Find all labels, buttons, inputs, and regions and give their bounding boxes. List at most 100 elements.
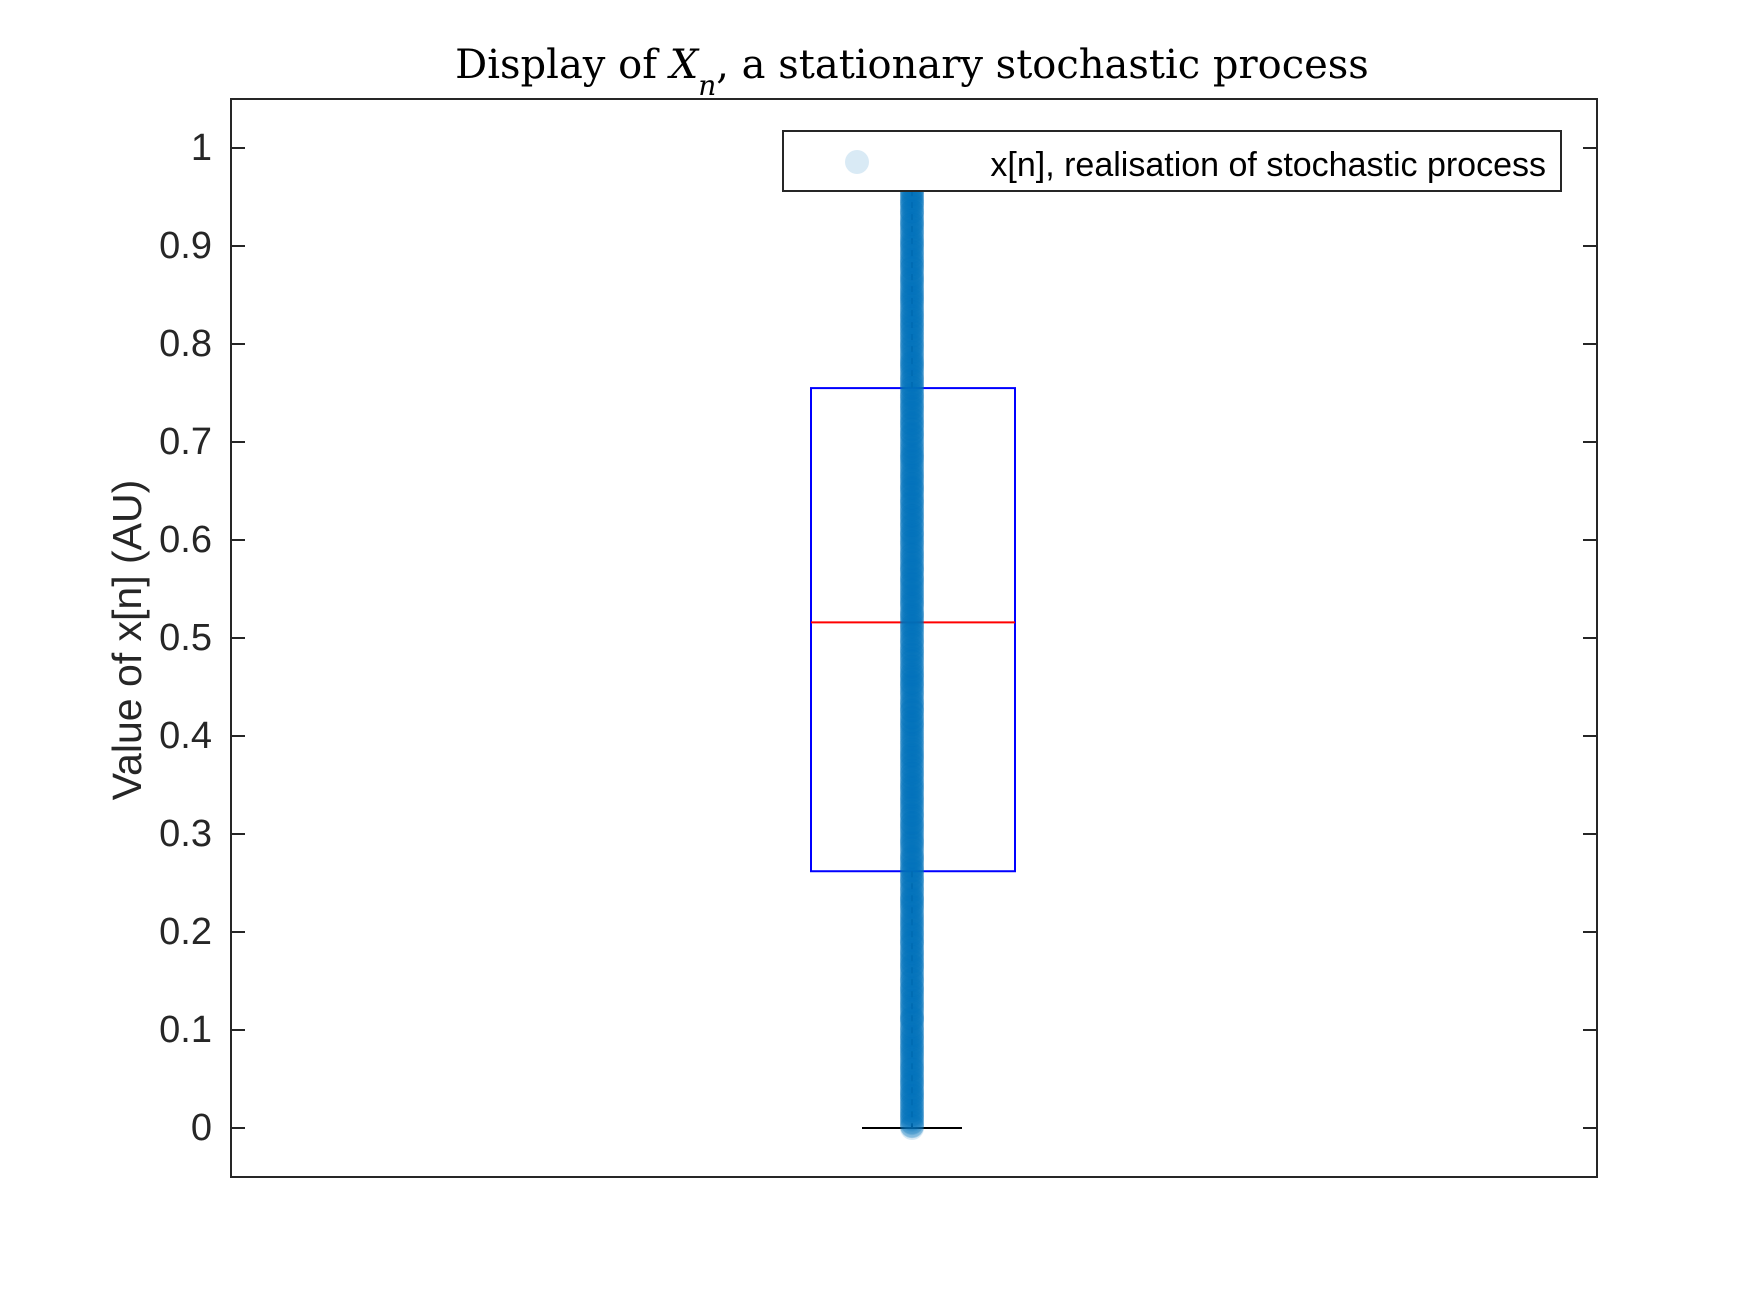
data-point [900, 1061, 924, 1086]
data-point [900, 1011, 924, 1036]
data-point [900, 391, 924, 416]
data-point [900, 988, 924, 1013]
data-point [900, 790, 924, 815]
legend: x[n], realisation of stochastic process [782, 130, 1562, 192]
data-point [900, 725, 924, 750]
data-point [900, 475, 924, 500]
data-point [900, 666, 924, 691]
data-point [900, 700, 924, 725]
data-point [900, 1053, 924, 1078]
data-point [900, 350, 924, 375]
data-point [900, 978, 924, 1003]
data-point [900, 693, 924, 718]
data-point [900, 392, 924, 417]
data-point [900, 737, 924, 762]
data-point [900, 524, 924, 549]
data-point [900, 621, 924, 646]
data-point [900, 257, 924, 282]
data-point [900, 461, 924, 486]
data-point [900, 954, 924, 979]
data-point [900, 522, 924, 547]
data-point [900, 255, 924, 280]
data-point [900, 672, 924, 697]
data-point [900, 529, 924, 554]
data-point [900, 318, 924, 343]
data-point [900, 251, 924, 276]
data-point [900, 829, 924, 854]
data-point [900, 689, 924, 714]
data-point [900, 305, 924, 330]
data-point [900, 905, 924, 930]
data-point [900, 368, 924, 393]
data-point [900, 242, 924, 267]
data-point [900, 892, 924, 917]
data-point [900, 300, 924, 325]
data-point [900, 335, 924, 360]
data-point [900, 417, 924, 442]
data-point [900, 584, 924, 609]
data-point [900, 425, 924, 450]
data-point [900, 506, 924, 531]
data-point [900, 498, 924, 523]
data-point [900, 416, 924, 441]
data-point [900, 771, 924, 796]
data-point [900, 999, 924, 1024]
data-point [900, 626, 924, 651]
data-point [900, 744, 924, 769]
data-point [900, 1000, 924, 1025]
data-point [900, 430, 924, 455]
data-point [900, 758, 924, 783]
data-point [900, 435, 924, 460]
data-point [900, 858, 924, 883]
y-tick-label: 0.5 [159, 617, 212, 659]
data-point [900, 799, 924, 824]
data-point [900, 1050, 924, 1075]
data-point [900, 776, 924, 801]
data-point [900, 383, 924, 408]
data-point [900, 259, 924, 284]
data-point [900, 669, 924, 694]
data-point [900, 1114, 924, 1139]
data-point [900, 375, 924, 400]
data-point [900, 934, 924, 959]
data-point [900, 400, 924, 425]
data-point [900, 599, 924, 624]
data-point [900, 281, 924, 306]
data-point [900, 645, 924, 670]
data-point [900, 785, 924, 810]
data-point [900, 204, 924, 229]
data-point [900, 1028, 924, 1053]
data-point [900, 211, 924, 236]
data-point [900, 712, 924, 737]
data-point [900, 915, 924, 940]
data-point [900, 270, 924, 295]
data-point [900, 928, 924, 953]
data-point [900, 673, 924, 698]
data-point [900, 711, 924, 736]
data-point [900, 554, 924, 579]
data-point [900, 339, 924, 364]
data-point [900, 249, 924, 274]
data-point [900, 236, 924, 261]
data-point [900, 1102, 924, 1127]
data-point [900, 323, 924, 348]
data-point [900, 893, 924, 918]
data-point [900, 966, 924, 991]
data-point [900, 619, 924, 644]
data-point [900, 687, 924, 712]
data-point [900, 527, 924, 552]
data-point [900, 1086, 924, 1111]
data-point [900, 589, 924, 614]
data-point [900, 547, 924, 572]
data-point [900, 406, 924, 431]
data-point [900, 455, 924, 480]
data-point [900, 221, 924, 246]
data-point [900, 731, 924, 756]
data-point [900, 333, 924, 358]
data-point [900, 474, 924, 499]
data-point [900, 247, 924, 272]
data-point [900, 981, 924, 1006]
data-point [900, 1098, 924, 1123]
data-point [900, 413, 924, 438]
data-point [900, 207, 924, 232]
